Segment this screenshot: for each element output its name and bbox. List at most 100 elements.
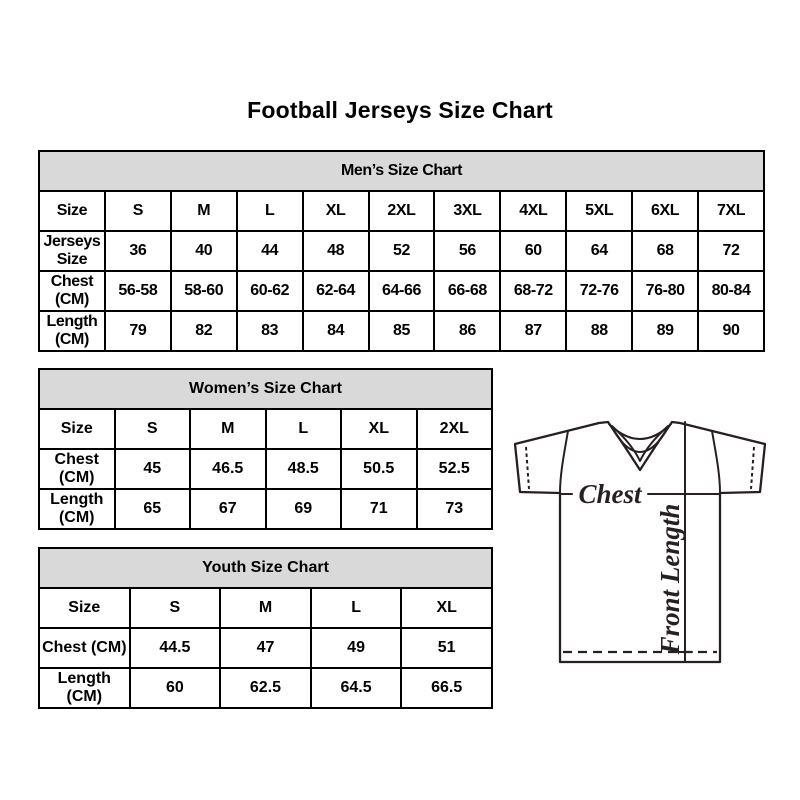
- data-cell: 47: [219, 627, 312, 669]
- data-cell: S: [113, 408, 191, 450]
- table-row: Chest (CM) 56-58 58-60 60-62 62-64 64-66 66-68…: [38, 270, 765, 312]
- data-cell: M: [219, 587, 312, 629]
- row-header-cell: Size: [38, 587, 131, 629]
- data-cell: 71: [340, 488, 418, 530]
- table-row: Length (CM) 65 67 69 71 73: [38, 488, 493, 530]
- data-cell: 44: [235, 230, 304, 272]
- data-cell: 90: [697, 310, 765, 352]
- row-header-cell: Length (CM): [38, 488, 116, 530]
- data-cell: 3XL: [433, 190, 502, 232]
- row-header-cell: Length (CM): [38, 310, 106, 352]
- data-cell: 52: [367, 230, 436, 272]
- table-row: Size S M L XL 2XL: [38, 408, 493, 450]
- row-header-cell: Chest (CM): [38, 270, 106, 312]
- front-length-label: Front Length: [655, 504, 685, 656]
- data-cell: 50.5: [340, 448, 418, 490]
- data-cell: S: [128, 587, 222, 629]
- row-header-cell: Jerseys Size: [38, 230, 106, 272]
- data-cell: 83: [235, 310, 304, 352]
- right-cuff-dashed-line: [750, 446, 755, 490]
- womens-size-table: Women’s Size Chart Size S M L XL 2XL Chest (CM)…: [38, 368, 493, 530]
- data-cell: 5XL: [565, 190, 634, 232]
- data-cell: 4XL: [499, 190, 568, 232]
- row-header-cell: Size: [38, 408, 116, 450]
- jersey-outline: [513, 420, 767, 664]
- data-cell: 62.5: [219, 667, 312, 709]
- table-row: Size S M L XL 2XL 3XL 4XL 5XL 6XL 7XL: [38, 190, 765, 232]
- chest-label: Chest: [578, 479, 643, 509]
- data-cell: XL: [301, 190, 370, 232]
- row-header-cell: Chest (CM): [38, 627, 131, 669]
- data-cell: 60-62: [235, 270, 304, 312]
- data-cell: 60: [499, 230, 568, 272]
- data-cell: 89: [631, 310, 700, 352]
- data-cell: XL: [340, 408, 418, 450]
- table-row: Size S M L XL: [38, 587, 493, 629]
- data-cell: 80-84: [697, 270, 765, 312]
- data-cell: 72-76: [565, 270, 634, 312]
- row-header-cell: Chest (CM): [38, 448, 116, 490]
- collar-mid-curve: [610, 425, 670, 453]
- data-cell: 56: [433, 230, 502, 272]
- data-cell: 62-64: [301, 270, 370, 312]
- data-cell: L: [235, 190, 304, 232]
- data-cell: 82: [169, 310, 238, 352]
- data-cell: M: [189, 408, 267, 450]
- data-cell: S: [103, 190, 172, 232]
- left-armhole-seam: [559, 430, 569, 494]
- data-cell: 49: [309, 627, 403, 669]
- data-cell: 69: [264, 488, 342, 530]
- table-row: Chest (CM) 44.5 47 49 51: [38, 627, 493, 669]
- table-title-row: Women’s Size Chart: [38, 368, 493, 410]
- data-cell: 79: [103, 310, 172, 352]
- data-cell: 36: [103, 230, 172, 272]
- data-cell: 76-80: [631, 270, 700, 312]
- data-cell: 2XL: [415, 408, 493, 450]
- data-cell: 46.5: [189, 448, 267, 490]
- data-cell: 48: [301, 230, 370, 272]
- data-cell: XL: [400, 587, 493, 629]
- data-cell: 56-58: [103, 270, 172, 312]
- data-cell: 73: [415, 488, 493, 530]
- data-cell: 51: [400, 627, 493, 669]
- data-cell: 2XL: [367, 190, 436, 232]
- mens-size-table: Men’s Size Chart Size S M L XL 2XL 3XL 4XL 5XL 6XL…: [38, 150, 765, 352]
- data-cell: 7XL: [697, 190, 765, 232]
- table-row: Length (CM) 60 62.5 64.5 66.5: [38, 667, 493, 709]
- row-header-cell: Size: [38, 190, 106, 232]
- data-cell: 48.5: [264, 448, 342, 490]
- data-cell: 58-60: [169, 270, 238, 312]
- page-title: Football Jerseys Size Chart: [247, 97, 553, 123]
- row-header-cell: Length (CM): [38, 667, 131, 709]
- data-cell: 52.5: [415, 448, 493, 490]
- data-cell: 40: [169, 230, 238, 272]
- data-cell: 86: [433, 310, 502, 352]
- table-row: Jerseys Size 36 40 44 48 52 56 60 64 68 72: [38, 230, 765, 272]
- data-cell: 64.5: [309, 667, 403, 709]
- table-title-row: Youth Size Chart: [38, 547, 493, 589]
- table-title: Men’s Size Chart: [38, 150, 765, 192]
- data-cell: 68-72: [499, 270, 568, 312]
- data-cell: 6XL: [631, 190, 700, 232]
- table-title-row: Men’s Size Chart: [38, 150, 765, 192]
- data-cell: L: [309, 587, 403, 629]
- data-cell: 60: [128, 667, 222, 709]
- table-row: Length (CM) 79 82 83 84 85 86 87 88 89 90: [38, 310, 765, 352]
- right-armhole-seam: [711, 430, 721, 494]
- data-cell: 85: [367, 310, 436, 352]
- table-title: Youth Size Chart: [38, 547, 493, 589]
- data-cell: 64: [565, 230, 634, 272]
- collar-inner-v: [611, 425, 669, 462]
- data-cell: 45: [113, 448, 191, 490]
- table-row: Chest (CM) 45 46.5 48.5 50.5 52.5: [38, 448, 493, 490]
- data-cell: 88: [565, 310, 634, 352]
- left-cuff-dashed-line: [525, 446, 530, 490]
- data-cell: 68: [631, 230, 700, 272]
- youth-size-table: Youth Size Chart Size S M L XL Chest (CM) 44.5 4…: [38, 547, 493, 709]
- data-cell: M: [169, 190, 238, 232]
- data-cell: 66-68: [433, 270, 502, 312]
- table-title: Women’s Size Chart: [38, 368, 493, 410]
- data-cell: 67: [189, 488, 267, 530]
- data-cell: 72: [697, 230, 765, 272]
